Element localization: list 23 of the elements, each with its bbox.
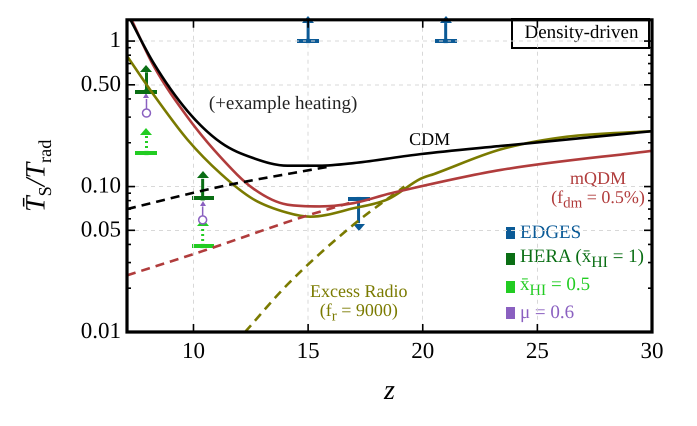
legend-label: μ = 0.6 <box>520 302 574 324</box>
legend-label: EDGES <box>520 222 582 244</box>
x-tick-label: 15 <box>296 338 320 363</box>
y-tick-label: 0.05 <box>80 216 121 242</box>
y-tick-label: 1 <box>110 27 121 52</box>
x-tick-label: 10 <box>182 338 205 363</box>
x-tick-label: 25 <box>526 338 549 363</box>
text: Excess Radio (f$_{r}$ = 9000) <box>310 281 408 326</box>
point <box>200 244 205 248</box>
y-tick-label: 0.50 <box>80 70 121 96</box>
point <box>198 215 208 225</box>
point <box>142 108 152 118</box>
series-label: CDM <box>409 129 450 150</box>
series-label: mQDM (f$_{dm}$ = 0.5%) <box>551 168 645 212</box>
y-tick-label: 0.01 <box>80 318 121 344</box>
chart-title: Density-driven <box>510 18 650 50</box>
y-tick-label: 0.10 <box>80 172 121 198</box>
x-tick-label: 30 <box>640 338 664 363</box>
legend-label: HERA (x̄$_{HI}$ = 1) <box>520 246 644 272</box>
x-axis-title: z <box>384 375 395 406</box>
point <box>444 38 448 44</box>
x-tick-label: 20 <box>411 338 434 363</box>
annotation: (+example heating) <box>208 92 358 114</box>
